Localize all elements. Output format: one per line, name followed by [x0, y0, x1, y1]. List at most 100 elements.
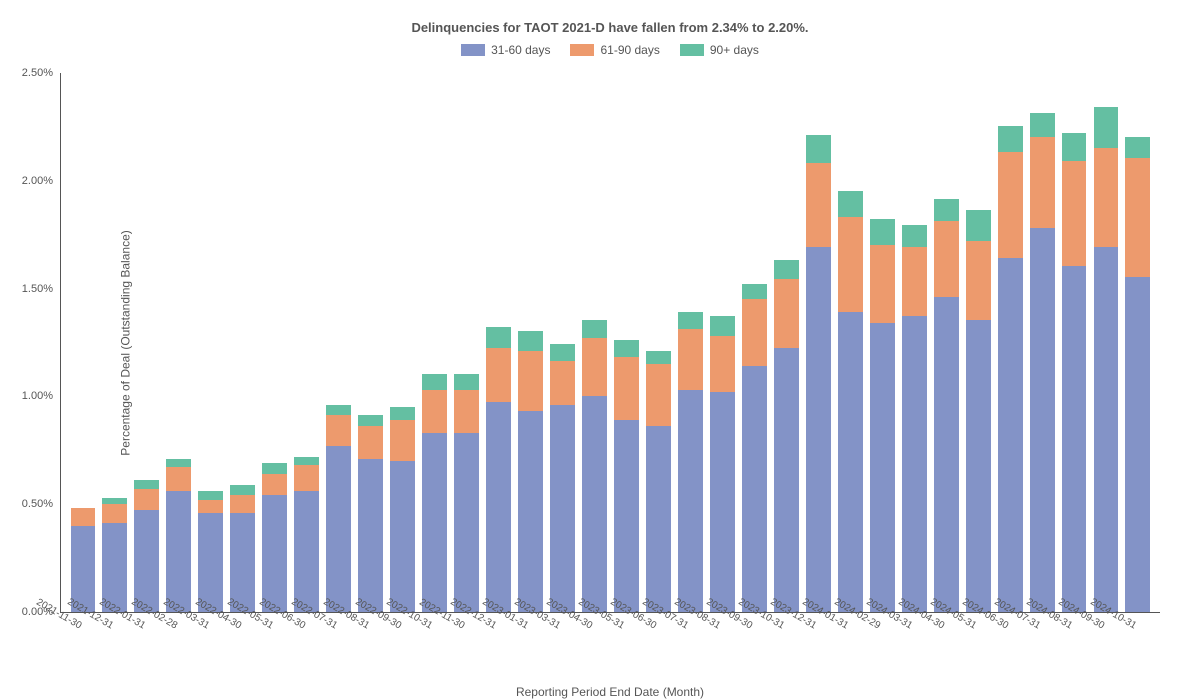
stacked-bar — [614, 340, 639, 612]
bar-slot: 2022-05-31 — [259, 73, 291, 612]
bar-segment — [198, 500, 223, 513]
bar-slot: 2024-07-31 — [1026, 73, 1058, 612]
bar-segment — [262, 474, 287, 496]
bar-segment — [646, 351, 671, 364]
bar-slot: 2024-03-31 — [898, 73, 930, 612]
y-tick-label: 0.50% — [22, 498, 61, 510]
legend-swatch — [680, 44, 704, 56]
bar-segment — [646, 426, 671, 612]
legend-item: 31-60 days — [461, 43, 550, 57]
bar-segment — [582, 396, 607, 612]
bar-segment — [422, 433, 447, 612]
bar-segment — [134, 510, 159, 612]
bar-segment — [934, 199, 959, 221]
bar-segment — [1125, 137, 1150, 159]
bar-segment — [806, 163, 831, 247]
bar-segment — [1062, 161, 1087, 267]
bar-segment — [582, 320, 607, 337]
bar-segment — [262, 463, 287, 474]
bar-segment — [1030, 228, 1055, 612]
plot-area: Percentage of Deal (Outstanding Balance)… — [60, 73, 1160, 613]
bar-segment — [166, 491, 191, 612]
bar-segment — [1030, 113, 1055, 137]
bar-slot: 2022-02-28 — [163, 73, 195, 612]
bar-segment — [71, 508, 96, 525]
bar-slot: 2022-12-31 — [483, 73, 515, 612]
bar-segment — [838, 191, 863, 217]
bar-segment — [294, 457, 319, 466]
stacked-bar — [934, 199, 959, 612]
stacked-bar — [646, 351, 671, 612]
legend-item: 90+ days — [680, 43, 759, 57]
bar-slot: 2022-06-30 — [291, 73, 323, 612]
bar-segment — [710, 336, 735, 392]
bar-segment — [774, 279, 799, 348]
stacked-bar — [966, 210, 991, 612]
bar-segment — [326, 405, 351, 416]
bar-slot: 2024-05-31 — [962, 73, 994, 612]
bar-segment — [230, 485, 255, 496]
stacked-bar — [838, 191, 863, 612]
bar-segment — [454, 374, 479, 389]
bar-segment — [198, 491, 223, 500]
bar-segment — [422, 374, 447, 389]
bar-segment — [710, 316, 735, 335]
bar-segment — [774, 348, 799, 612]
bar-slot: 2022-04-30 — [227, 73, 259, 612]
bar-segment — [518, 411, 543, 612]
stacked-bar — [486, 327, 511, 612]
bar-slot: 2023-07-31 — [674, 73, 706, 612]
stacked-bar — [230, 485, 255, 612]
bar-slot: 2022-07-31 — [323, 73, 355, 612]
bar-segment — [678, 390, 703, 612]
stacked-bar — [1094, 107, 1119, 612]
stacked-bar — [390, 407, 415, 612]
bar-slot: 2024-10-31 — [1122, 73, 1154, 612]
bar-slot: 2023-03-31 — [547, 73, 579, 612]
bar-slot: 2024-08-31 — [1058, 73, 1090, 612]
stacked-bar — [166, 459, 191, 612]
y-tick-label: 2.00% — [22, 175, 61, 187]
stacked-bar — [294, 457, 319, 612]
stacked-bar — [774, 260, 799, 612]
stacked-bar — [1030, 113, 1055, 612]
bar-segment — [582, 338, 607, 396]
bar-slot: 2022-11-30 — [451, 73, 483, 612]
legend-item: 61-90 days — [570, 43, 659, 57]
bar-segment — [486, 348, 511, 402]
bar-segment — [806, 135, 831, 163]
stacked-bar — [582, 320, 607, 612]
bar-segment — [486, 402, 511, 612]
bar-segment — [1125, 277, 1150, 612]
stacked-bar — [742, 284, 767, 612]
bar-segment — [806, 247, 831, 612]
stacked-bar — [870, 219, 895, 612]
legend-swatch — [570, 44, 594, 56]
bar-slot: 2022-03-31 — [195, 73, 227, 612]
bar-segment — [102, 504, 127, 523]
bar-slot: 2023-08-31 — [706, 73, 738, 612]
bar-segment — [614, 357, 639, 420]
stacked-bar — [358, 415, 383, 612]
bar-slot: 2023-12-31 — [802, 73, 834, 612]
bar-segment — [902, 247, 927, 316]
bar-segment — [774, 260, 799, 279]
bar-segment — [902, 225, 927, 247]
bar-slot: 2022-01-31 — [131, 73, 163, 612]
stacked-bar — [102, 498, 127, 612]
bar-slot: 2022-10-31 — [419, 73, 451, 612]
bar-segment — [326, 415, 351, 445]
bar-segment — [1094, 107, 1119, 148]
bar-segment — [390, 407, 415, 420]
bar-segment — [742, 284, 767, 299]
bar-segment — [742, 299, 767, 366]
bar-segment — [294, 465, 319, 491]
bar-segment — [902, 316, 927, 612]
bar-segment — [966, 320, 991, 612]
stacked-bar — [422, 374, 447, 612]
bar-segment — [422, 390, 447, 433]
bar-segment — [198, 513, 223, 612]
bar-slot: 2023-09-30 — [738, 73, 770, 612]
stacked-bar — [326, 405, 351, 612]
stacked-bar — [1125, 137, 1150, 612]
